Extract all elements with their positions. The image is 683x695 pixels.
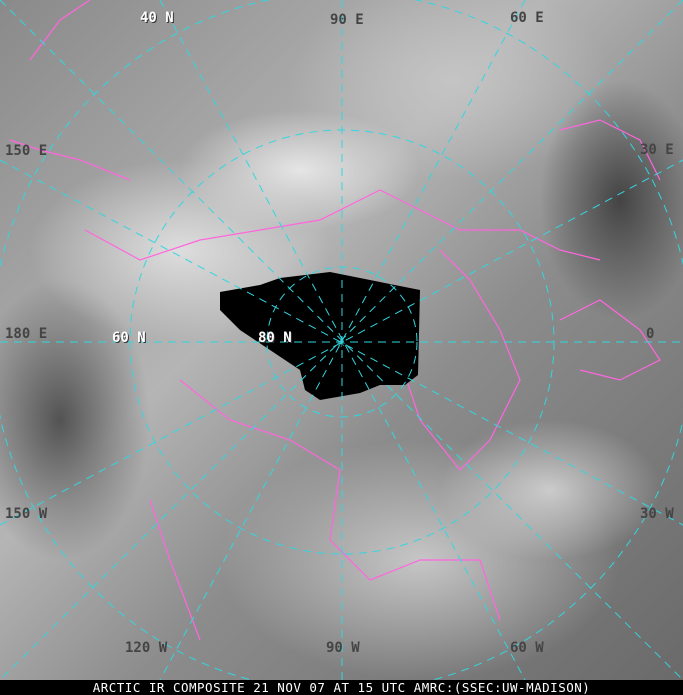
label-90w: 90 W (326, 640, 360, 656)
coastlines (9, 0, 661, 641)
label-180e: 180 E (5, 326, 48, 342)
meridians (0, 0, 683, 680)
label-30w: 30 W (640, 506, 674, 522)
label-80n: 80 N (258, 330, 292, 346)
label-60n: 60 N (112, 330, 146, 346)
label-0: 0 (646, 326, 655, 342)
label-150w: 150 W (5, 506, 48, 522)
label-40n: 40 N (140, 10, 174, 26)
map-overlay: ✳ (0, 0, 683, 680)
label-120w: 120 W (125, 640, 168, 656)
coastline-greenland (399, 249, 521, 471)
label-150e: 150 E (5, 143, 48, 159)
label-30e: 30 E (640, 142, 674, 158)
label-60w: 60 W (510, 640, 544, 656)
latlon-grid (0, 0, 683, 680)
image-caption: ARCTIC IR COMPOSITE 21 NOV 07 AT 15 UTC … (0, 680, 683, 695)
coastline-north-america (149, 379, 501, 641)
label-90e: 90 E (330, 12, 364, 28)
label-60e: 60 E (510, 10, 544, 26)
coastline-europe (9, 139, 661, 381)
coastline-eurasia (29, 0, 661, 261)
pole-marker-icon: ✳ (337, 335, 346, 351)
